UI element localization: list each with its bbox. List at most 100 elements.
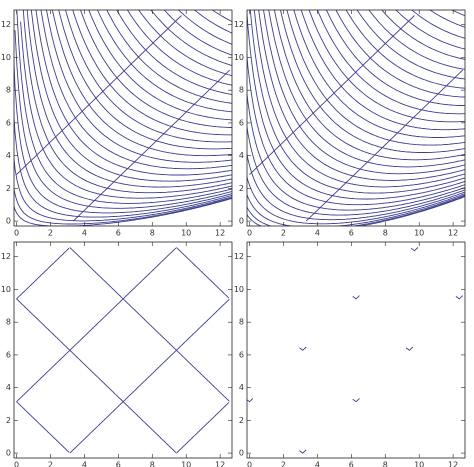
x-tick-label: 6 <box>349 229 354 238</box>
x-tick-label: 6 <box>116 461 121 467</box>
x-tick-label: 8 <box>150 461 155 467</box>
contour-line <box>16 15 182 175</box>
contour-line <box>444 0 470 6</box>
x-tick-label: 6 <box>349 461 354 467</box>
y-tick-label: 10 <box>1 285 11 294</box>
contour-line <box>176 402 230 454</box>
x-tick-label: 0 <box>247 461 252 467</box>
contour-line <box>286 10 465 146</box>
contour-line <box>106 10 232 104</box>
contour-line <box>455 295 464 300</box>
contour-line <box>258 10 465 181</box>
y-tick-label: 2 <box>6 416 11 425</box>
contour-line <box>352 295 360 300</box>
y-tick-label: 6 <box>239 350 244 359</box>
frame <box>13 241 233 459</box>
frame <box>246 241 466 459</box>
contour-line <box>16 247 177 403</box>
x-tick-label: 8 <box>150 229 155 238</box>
contour-line <box>163 10 232 56</box>
contour-line <box>247 124 465 216</box>
contour-line <box>176 247 230 299</box>
x-tick-label: 4 <box>315 461 320 467</box>
panel: 0 2 4 6 8 10 12 0 2 4 6 8 10 12 <box>1 9 233 238</box>
y-tick-label: 0 <box>6 449 11 458</box>
contour-line <box>72 69 231 222</box>
y-tick-label: 0 <box>6 217 11 226</box>
contour-line <box>247 195 465 226</box>
panel: 0 2 4 6 8 10 12 0 2 4 6 8 10 12 <box>234 0 470 238</box>
contour-line <box>299 346 307 351</box>
contour-line <box>26 10 232 188</box>
y-tick-label: 2 <box>239 184 244 193</box>
x-tick-label: 4 <box>82 461 87 467</box>
x-tick-label: 2 <box>281 461 286 467</box>
contour-line <box>58 10 232 150</box>
contour-line <box>69 247 230 402</box>
contour-line <box>247 90 465 211</box>
x-tick-label: 2 <box>48 461 53 467</box>
contour-line <box>293 10 465 138</box>
contour-line <box>268 10 465 168</box>
x-tick-label: 0 <box>247 229 252 238</box>
y-tick-label: 4 <box>6 151 11 160</box>
contour-line <box>177 10 232 45</box>
contour-line <box>14 54 232 214</box>
contour-line <box>273 10 465 161</box>
contour-line <box>14 197 232 226</box>
y-tick-label: 0 <box>239 449 244 458</box>
contour-line <box>30 10 232 182</box>
contour-line <box>410 247 419 252</box>
x-tick-label: 0 <box>14 461 19 467</box>
x-tick-label: 4 <box>82 229 87 238</box>
contour-line <box>381 10 465 60</box>
x-tick-label: 12 <box>448 229 458 238</box>
y-tick-label: 8 <box>239 318 244 327</box>
y-tick-label: 4 <box>239 383 244 392</box>
y-tick-label: 4 <box>6 383 11 392</box>
plot-area <box>16 247 230 454</box>
contour-line <box>305 69 464 222</box>
contour-line <box>46 10 232 163</box>
contour-line <box>22 10 232 194</box>
contour-line <box>308 10 465 123</box>
x-tick-label: 0 <box>14 229 19 238</box>
contour-line <box>352 398 360 403</box>
contour-line <box>116 10 232 95</box>
contour-line <box>247 52 465 206</box>
y-tick-label: 6 <box>6 350 11 359</box>
contour-line <box>20 21 232 199</box>
contour-line <box>317 10 465 115</box>
x-tick-label: 8 <box>383 461 388 467</box>
contour-line <box>14 154 232 222</box>
y-tick-label: 8 <box>6 86 11 95</box>
contour-line <box>138 10 232 77</box>
contour-line <box>395 10 465 50</box>
contour-line <box>14 110 232 218</box>
contour-line <box>14 30 232 209</box>
contour-line <box>88 10 232 121</box>
contour-line <box>345 10 465 89</box>
x-tick-label: 10 <box>181 461 191 467</box>
y-tick-label: 10 <box>234 53 244 62</box>
x-tick-label: 12 <box>215 229 225 238</box>
contour-line <box>335 10 465 98</box>
y-tick-label: 0 <box>239 217 244 226</box>
contour-line <box>263 10 465 175</box>
contour-line <box>429 10 465 28</box>
contour-line <box>65 10 232 143</box>
contour-line <box>247 10 465 200</box>
contour-line <box>249 15 415 175</box>
frame <box>246 9 466 227</box>
contour-line <box>51 10 232 157</box>
contour-line <box>247 175 465 225</box>
y-tick-label: 8 <box>6 318 11 327</box>
x-tick-label: 10 <box>414 461 424 467</box>
contour-line <box>253 10 465 188</box>
contour-line <box>299 449 307 454</box>
y-tick-label: 10 <box>1 53 11 62</box>
contour-line <box>247 152 465 221</box>
panel: 0 2 4 6 8 10 12 0 2 4 6 8 10 12 <box>234 241 466 467</box>
y-tick-label: 6 <box>239 118 244 127</box>
